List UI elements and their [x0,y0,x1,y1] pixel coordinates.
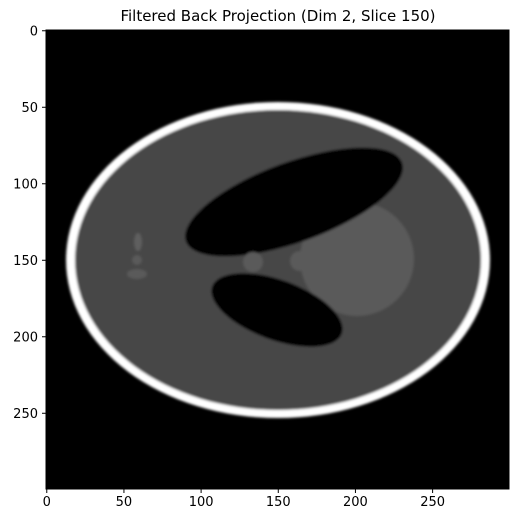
y-tick-label: 0 [30,24,38,39]
y-tick-label: 250 [13,407,38,422]
x-tick-label: 0 [43,495,51,510]
small-feature-1 [134,233,142,251]
x-axis: 0 50 100 150 200 250 [43,489,445,510]
x-tick-label: 250 [420,495,445,510]
x-tick-label: 150 [266,495,291,510]
axes-frame [45,29,510,490]
lower-ventricle [211,273,343,347]
small-spot-right [290,251,310,271]
small-spot-left [243,252,263,272]
small-feature-2 [132,255,142,265]
x-tick-label: 200 [343,495,368,510]
phantom-image [46,30,509,489]
small-feature-3 [127,269,147,279]
x-tick-label: 100 [189,495,214,510]
y-tick-label: 200 [13,330,38,345]
y-axis: 0 50 100 150 200 250 [13,24,46,422]
y-tick-label: 100 [13,177,38,192]
figure-title: Filtered Back Projection (Dim 2, Slice 1… [120,7,436,25]
y-tick-label: 50 [21,101,38,116]
y-tick-label: 150 [13,254,38,269]
x-tick-label: 50 [116,495,133,510]
upper-ventricle [185,147,403,257]
